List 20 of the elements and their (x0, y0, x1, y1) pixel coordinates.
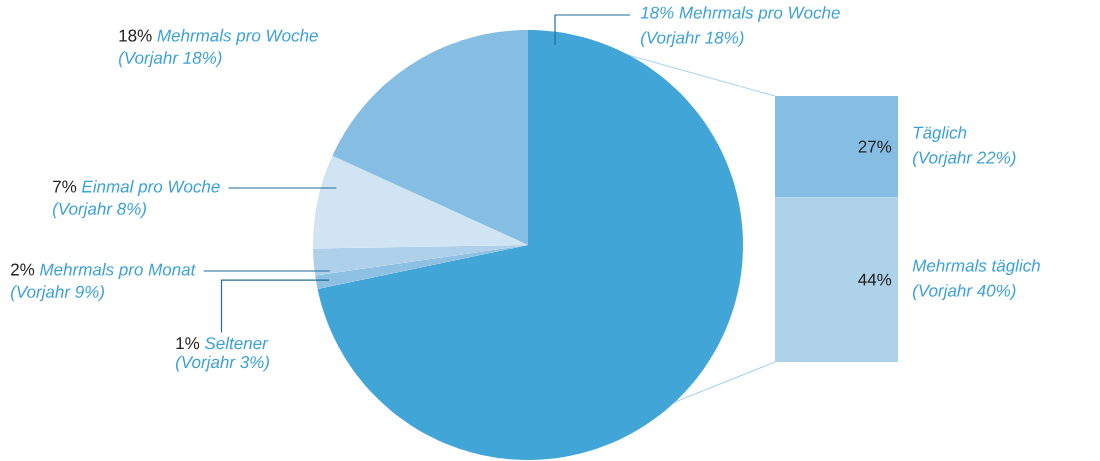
text: 18% Mehrmals pro Woche (640, 6, 840, 23)
series-label: Täglich (913, 126, 967, 143)
data-label: 18% (119, 29, 152, 42)
data-label: 2% (11, 263, 35, 276)
text: (Vorjahr 18%) (119, 51, 222, 68)
series-label: Mehrmals täglich (912, 259, 1040, 275)
text: (Vorjahr 9%) (11, 285, 104, 302)
text: (Vorjahr 40%) (913, 284, 1016, 300)
slice-label: Seltener (204, 336, 269, 350)
slice-label: Einmal pro Woche (82, 180, 220, 196)
text: (Vorjahr 18%) (641, 31, 744, 48)
text: (Vorjahr 3%) (175, 355, 269, 372)
data-label: 7% (53, 180, 77, 193)
data-label: 27% (858, 140, 892, 153)
data-label: 44% (858, 273, 892, 286)
data-label: 1% (176, 337, 200, 350)
text: (Vorjahr 22%) (913, 151, 1016, 168)
text: (Vorjahr 8%) (52, 202, 146, 219)
slice-label: Mehrmals pro Woche (157, 29, 318, 45)
slice-label: Mehrmals pro Monat (40, 263, 196, 279)
